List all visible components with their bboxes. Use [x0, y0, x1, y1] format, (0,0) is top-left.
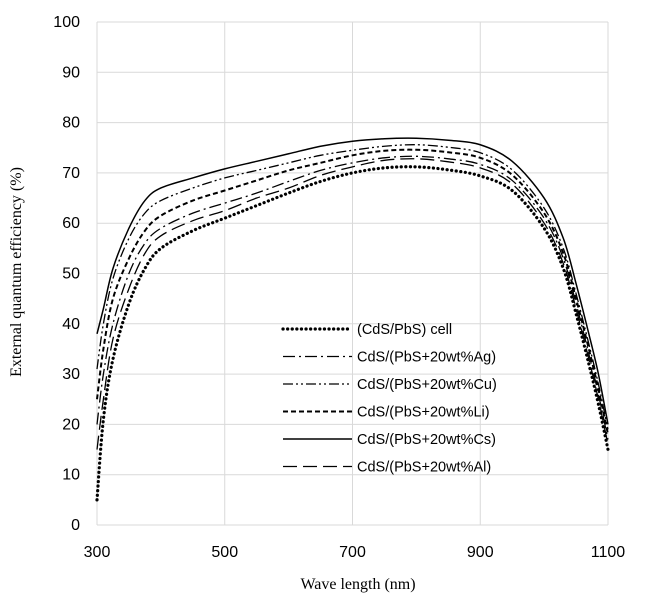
legend-label-2: CdS/(PbS+20wt%Cu) — [357, 377, 497, 393]
series-line-3 — [96, 148, 609, 435]
x-axis-title: Wave length (nm) — [300, 576, 415, 593]
series-layer — [95, 137, 610, 502]
gridlines — [97, 21, 608, 525]
y-tick-label: 60 — [62, 215, 80, 232]
series-line-1 — [96, 155, 609, 440]
legend-label-3: CdS/(PbS+20wt%Li) — [357, 405, 490, 421]
legend: (CdS/PbS) cell CdS/(PbS+20wt%Ag) CdS/(PbS+… — [281, 322, 497, 476]
x-tick-label: 700 — [339, 544, 366, 561]
y-tick-label: 0 — [71, 517, 80, 534]
x-tick-label: 300 — [84, 544, 111, 561]
y-axis-title: External quantum efficiency (%) — [8, 167, 25, 377]
legend-label-1: CdS/(PbS+20wt%Ag) — [357, 350, 496, 366]
legend-label-0: (CdS/PbS) cell — [357, 322, 452, 338]
y-tick-label: 30 — [62, 366, 80, 383]
series-line-5 — [96, 158, 609, 450]
y-tick-label: 50 — [62, 266, 80, 283]
series-line-4 — [96, 137, 609, 425]
x-tick-label: 1100 — [591, 544, 626, 561]
y-tick-label: 20 — [62, 416, 80, 433]
y-tick-label: 90 — [62, 64, 80, 81]
x-tick-label: 900 — [467, 544, 494, 561]
y-tick-label: 40 — [62, 316, 80, 333]
y-tick-label: 70 — [62, 165, 80, 182]
y-tick-label: 80 — [62, 115, 80, 132]
series-line-2 — [96, 144, 609, 430]
y-tick-label: 10 — [62, 467, 80, 484]
series-line-0 — [95, 165, 610, 502]
y-tick-labels: 0 10 20 30 40 50 60 70 80 90 100 — [53, 14, 80, 534]
legend-label-5: CdS/(PbS+20wt%Al) — [357, 460, 491, 476]
plot-area — [96, 22, 609, 526]
x-tick-labels: 300 500 700 900 1100 — [84, 544, 626, 561]
x-tick-label: 500 — [211, 544, 238, 561]
legend-label-4: CdS/(PbS+20wt%Cs) — [357, 432, 496, 448]
y-tick-label: 100 — [53, 14, 80, 31]
